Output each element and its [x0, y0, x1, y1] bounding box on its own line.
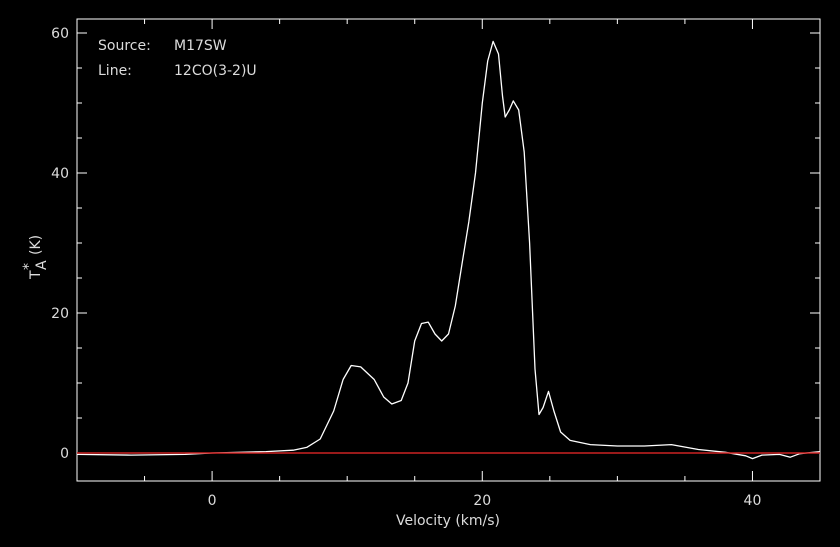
x-tick-label: 20 — [473, 493, 491, 509]
x-tick-label: 40 — [744, 493, 762, 509]
plot-frame — [76, 18, 821, 482]
annotation-source-label: Source: — [98, 38, 151, 54]
spectrum-line — [76, 40, 821, 460]
x-tick-label: 0 — [208, 493, 217, 509]
y-axis-label-symbol: T — [28, 270, 44, 280]
y-tick-label: 40 — [51, 166, 69, 182]
y-tick-label: 0 — [60, 446, 69, 462]
y-tick-label: 60 — [51, 26, 69, 42]
y-axis-label-unit: (K) — [28, 235, 44, 255]
annotation-line-label: Line: — [98, 63, 132, 79]
y-tick-label: 20 — [51, 306, 69, 322]
annotation-source-value: M17SW — [174, 38, 227, 54]
annotation-line-value: 12CO(3-2)U — [174, 63, 257, 79]
plot-area: 0 20 40 0 20 40 60 — [51, 18, 821, 509]
y-axis-label-superscript: * — [21, 263, 37, 270]
x-axis-label: Velocity (km/s) — [396, 513, 500, 529]
y-axis-label: T * A (K) — [21, 235, 50, 280]
y-axis-label-subscript: A — [34, 260, 50, 270]
